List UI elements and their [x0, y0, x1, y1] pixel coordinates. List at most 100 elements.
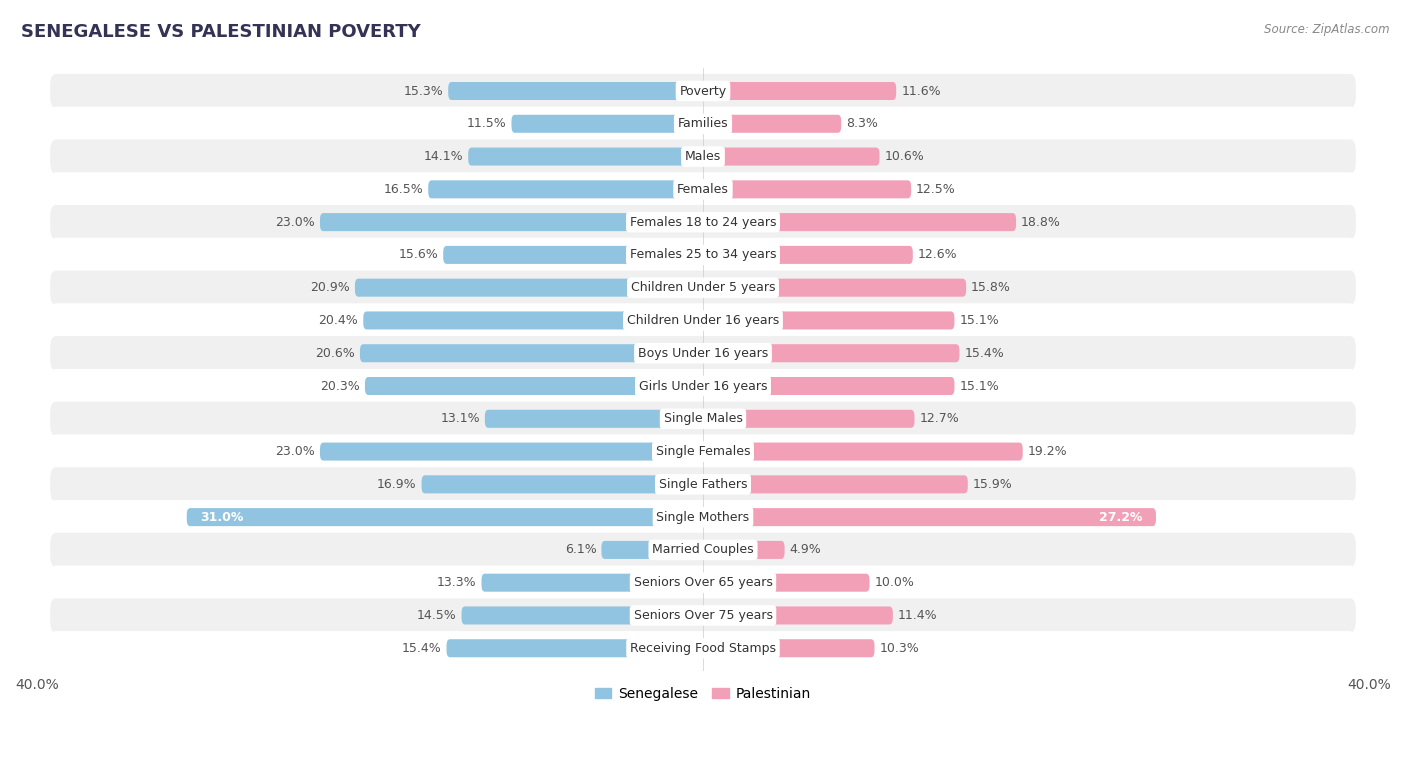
FancyBboxPatch shape	[703, 606, 893, 625]
Text: Females: Females	[678, 183, 728, 196]
FancyBboxPatch shape	[354, 279, 703, 296]
FancyBboxPatch shape	[512, 114, 703, 133]
Text: 19.2%: 19.2%	[1028, 445, 1067, 458]
Text: Single Females: Single Females	[655, 445, 751, 458]
Text: 14.1%: 14.1%	[423, 150, 463, 163]
FancyBboxPatch shape	[461, 606, 703, 625]
Text: 12.7%: 12.7%	[920, 412, 959, 425]
Text: Married Couples: Married Couples	[652, 543, 754, 556]
Text: 18.8%: 18.8%	[1021, 215, 1062, 229]
FancyBboxPatch shape	[321, 213, 703, 231]
FancyBboxPatch shape	[422, 475, 703, 493]
FancyBboxPatch shape	[468, 148, 703, 165]
FancyBboxPatch shape	[51, 467, 1355, 502]
Text: 4.9%: 4.9%	[790, 543, 821, 556]
Text: Receiving Food Stamps: Receiving Food Stamps	[630, 642, 776, 655]
Text: 14.5%: 14.5%	[416, 609, 457, 622]
FancyBboxPatch shape	[51, 336, 1355, 371]
Text: 15.1%: 15.1%	[959, 380, 1000, 393]
Text: 16.5%: 16.5%	[384, 183, 423, 196]
FancyBboxPatch shape	[51, 74, 1355, 108]
FancyBboxPatch shape	[429, 180, 703, 199]
FancyBboxPatch shape	[51, 139, 1355, 174]
Text: 12.6%: 12.6%	[918, 249, 957, 262]
Text: 27.2%: 27.2%	[1099, 511, 1143, 524]
Text: 10.6%: 10.6%	[884, 150, 924, 163]
FancyBboxPatch shape	[51, 402, 1355, 436]
FancyBboxPatch shape	[187, 508, 703, 526]
Text: SENEGALESE VS PALESTINIAN POVERTY: SENEGALESE VS PALESTINIAN POVERTY	[21, 23, 420, 41]
Text: 15.4%: 15.4%	[402, 642, 441, 655]
FancyBboxPatch shape	[703, 312, 955, 330]
Text: 13.1%: 13.1%	[440, 412, 479, 425]
FancyBboxPatch shape	[51, 500, 1355, 534]
FancyBboxPatch shape	[51, 172, 1355, 206]
FancyBboxPatch shape	[363, 312, 703, 330]
FancyBboxPatch shape	[485, 410, 703, 428]
FancyBboxPatch shape	[703, 246, 912, 264]
Text: 15.9%: 15.9%	[973, 478, 1012, 491]
Text: 13.3%: 13.3%	[437, 576, 477, 589]
Text: 20.6%: 20.6%	[315, 346, 354, 360]
Legend: Senegalese, Palestinian: Senegalese, Palestinian	[589, 681, 817, 706]
FancyBboxPatch shape	[703, 508, 1156, 526]
Text: Families: Families	[678, 117, 728, 130]
Text: 15.4%: 15.4%	[965, 346, 1004, 360]
FancyBboxPatch shape	[703, 475, 967, 493]
Text: 31.0%: 31.0%	[200, 511, 243, 524]
Text: 23.0%: 23.0%	[276, 445, 315, 458]
Text: Children Under 5 years: Children Under 5 years	[631, 281, 775, 294]
FancyBboxPatch shape	[51, 565, 1355, 600]
FancyBboxPatch shape	[51, 631, 1355, 666]
Text: 23.0%: 23.0%	[276, 215, 315, 229]
FancyBboxPatch shape	[449, 82, 703, 100]
Text: 20.4%: 20.4%	[319, 314, 359, 327]
FancyBboxPatch shape	[703, 213, 1017, 231]
Text: 10.0%: 10.0%	[875, 576, 914, 589]
FancyBboxPatch shape	[447, 639, 703, 657]
Text: 12.5%: 12.5%	[917, 183, 956, 196]
Text: 15.6%: 15.6%	[398, 249, 439, 262]
FancyBboxPatch shape	[360, 344, 703, 362]
Text: Females 18 to 24 years: Females 18 to 24 years	[630, 215, 776, 229]
Text: 15.3%: 15.3%	[404, 84, 443, 98]
FancyBboxPatch shape	[703, 410, 914, 428]
Text: 11.5%: 11.5%	[467, 117, 506, 130]
FancyBboxPatch shape	[703, 148, 880, 165]
FancyBboxPatch shape	[51, 598, 1355, 633]
Text: 8.3%: 8.3%	[846, 117, 879, 130]
Text: Seniors Over 75 years: Seniors Over 75 years	[634, 609, 772, 622]
Text: 20.9%: 20.9%	[311, 281, 350, 294]
FancyBboxPatch shape	[51, 205, 1355, 240]
Text: 11.6%: 11.6%	[901, 84, 941, 98]
FancyBboxPatch shape	[703, 279, 966, 296]
Text: Males: Males	[685, 150, 721, 163]
FancyBboxPatch shape	[602, 541, 703, 559]
Text: 15.8%: 15.8%	[972, 281, 1011, 294]
Text: 20.3%: 20.3%	[321, 380, 360, 393]
FancyBboxPatch shape	[51, 107, 1355, 141]
FancyBboxPatch shape	[703, 344, 959, 362]
FancyBboxPatch shape	[703, 114, 841, 133]
Text: Source: ZipAtlas.com: Source: ZipAtlas.com	[1264, 23, 1389, 36]
Text: Single Males: Single Males	[664, 412, 742, 425]
Text: Single Fathers: Single Fathers	[659, 478, 747, 491]
Text: 10.3%: 10.3%	[880, 642, 920, 655]
FancyBboxPatch shape	[51, 238, 1355, 272]
FancyBboxPatch shape	[443, 246, 703, 264]
FancyBboxPatch shape	[703, 639, 875, 657]
FancyBboxPatch shape	[703, 377, 955, 395]
Text: 11.4%: 11.4%	[898, 609, 938, 622]
Text: Seniors Over 65 years: Seniors Over 65 years	[634, 576, 772, 589]
Text: Poverty: Poverty	[679, 84, 727, 98]
FancyBboxPatch shape	[703, 574, 869, 592]
FancyBboxPatch shape	[703, 541, 785, 559]
Text: 16.9%: 16.9%	[377, 478, 416, 491]
Text: 15.1%: 15.1%	[959, 314, 1000, 327]
FancyBboxPatch shape	[51, 533, 1355, 567]
FancyBboxPatch shape	[321, 443, 703, 461]
FancyBboxPatch shape	[51, 369, 1355, 403]
Text: Females 25 to 34 years: Females 25 to 34 years	[630, 249, 776, 262]
FancyBboxPatch shape	[51, 303, 1355, 337]
Text: Children Under 16 years: Children Under 16 years	[627, 314, 779, 327]
